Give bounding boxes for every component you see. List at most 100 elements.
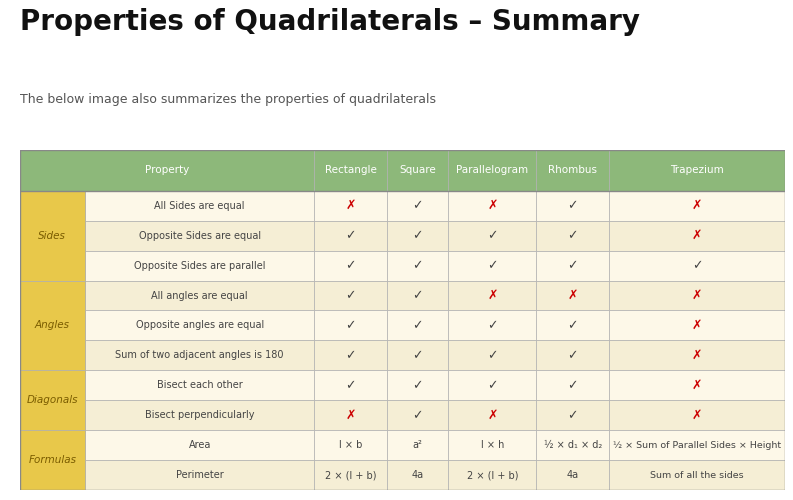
Text: ✗: ✗ <box>691 319 703 332</box>
Bar <box>448 430 536 460</box>
Text: l × b: l × b <box>339 440 362 450</box>
Bar <box>536 191 609 220</box>
Bar <box>20 280 85 370</box>
Bar <box>387 340 448 370</box>
Bar <box>448 400 536 430</box>
Bar <box>387 310 448 340</box>
Bar <box>609 280 785 310</box>
Bar <box>85 280 315 310</box>
Text: Bisect each other: Bisect each other <box>157 380 243 390</box>
Text: ✗: ✗ <box>346 408 356 422</box>
Text: ✓: ✓ <box>412 408 423 422</box>
Text: l × h: l × h <box>481 440 504 450</box>
Text: Sum of all the sides: Sum of all the sides <box>650 470 744 480</box>
Text: ✓: ✓ <box>487 319 498 332</box>
Bar <box>20 191 85 280</box>
Text: ✗: ✗ <box>691 200 703 212</box>
Bar <box>448 340 536 370</box>
Bar <box>448 370 536 400</box>
Bar <box>85 340 315 370</box>
Bar <box>20 280 85 310</box>
Bar <box>387 400 448 430</box>
Bar <box>20 310 85 340</box>
Text: ✓: ✓ <box>412 319 423 332</box>
Bar <box>315 370 387 400</box>
Bar <box>448 280 536 310</box>
Bar <box>315 400 387 430</box>
Bar <box>85 250 315 280</box>
Text: Diagonals: Diagonals <box>27 395 78 405</box>
Bar <box>85 460 315 490</box>
Bar <box>315 430 387 460</box>
Text: ✗: ✗ <box>691 379 703 392</box>
Bar <box>85 430 315 460</box>
Text: 4a: 4a <box>567 470 579 480</box>
Bar <box>315 220 387 250</box>
Bar <box>387 370 448 400</box>
Text: ✗: ✗ <box>487 408 498 422</box>
Bar <box>20 150 315 191</box>
Text: ✓: ✓ <box>346 379 356 392</box>
Bar <box>20 250 85 280</box>
Bar <box>20 370 85 400</box>
Bar <box>536 400 609 430</box>
Bar <box>20 340 85 370</box>
Text: Perimeter: Perimeter <box>176 470 224 480</box>
Bar <box>448 220 536 250</box>
Bar <box>448 310 536 340</box>
Bar <box>85 310 315 340</box>
Text: ✗: ✗ <box>691 289 703 302</box>
Text: 2 × (l + b): 2 × (l + b) <box>325 470 377 480</box>
Bar <box>20 430 85 490</box>
Text: 4a: 4a <box>412 470 423 480</box>
Bar <box>20 370 85 430</box>
Text: All angles are equal: All angles are equal <box>151 290 248 300</box>
Bar <box>609 460 785 490</box>
Text: Formulas: Formulas <box>29 455 76 465</box>
Text: ✓: ✓ <box>412 289 423 302</box>
Text: Sides: Sides <box>38 230 67 240</box>
Bar <box>20 460 85 490</box>
Text: ✓: ✓ <box>568 259 578 272</box>
Text: ½ × Sum of Parallel Sides × Height: ½ × Sum of Parallel Sides × Height <box>613 440 781 450</box>
Text: ✓: ✓ <box>412 200 423 212</box>
Bar <box>609 191 785 220</box>
Bar <box>536 150 609 191</box>
Bar <box>536 250 609 280</box>
Text: ✓: ✓ <box>487 229 498 242</box>
Text: ½ × d₁ × d₂: ½ × d₁ × d₂ <box>543 440 602 450</box>
Text: ✓: ✓ <box>412 259 423 272</box>
Bar <box>448 460 536 490</box>
Bar <box>536 280 609 310</box>
Bar <box>315 250 387 280</box>
Text: ✓: ✓ <box>346 289 356 302</box>
Bar <box>536 460 609 490</box>
Text: All Sides are equal: All Sides are equal <box>155 201 245 211</box>
Text: ✗: ✗ <box>487 200 498 212</box>
Text: Opposite angles are equal: Opposite angles are equal <box>136 320 264 330</box>
Bar <box>387 220 448 250</box>
Bar <box>609 150 785 191</box>
Text: Trapezium: Trapezium <box>670 166 724 175</box>
Bar <box>536 220 609 250</box>
Text: Parallelogram: Parallelogram <box>456 166 528 175</box>
Text: ✗: ✗ <box>691 408 703 422</box>
Text: Rectangle: Rectangle <box>325 166 377 175</box>
Bar <box>315 340 387 370</box>
Bar <box>536 430 609 460</box>
Bar <box>315 191 387 220</box>
Bar <box>609 430 785 460</box>
Bar <box>387 280 448 310</box>
Bar <box>609 400 785 430</box>
Text: Sum of two adjacent angles is 180: Sum of two adjacent angles is 180 <box>116 350 284 360</box>
Text: a²: a² <box>413 440 423 450</box>
Text: 2 × (l + b): 2 × (l + b) <box>466 470 518 480</box>
Bar <box>387 250 448 280</box>
Text: ✗: ✗ <box>346 200 356 212</box>
Bar <box>448 250 536 280</box>
Text: Rhombus: Rhombus <box>548 166 597 175</box>
Text: Property: Property <box>145 166 190 175</box>
Text: ✓: ✓ <box>568 379 578 392</box>
Bar <box>536 370 609 400</box>
Bar <box>315 310 387 340</box>
